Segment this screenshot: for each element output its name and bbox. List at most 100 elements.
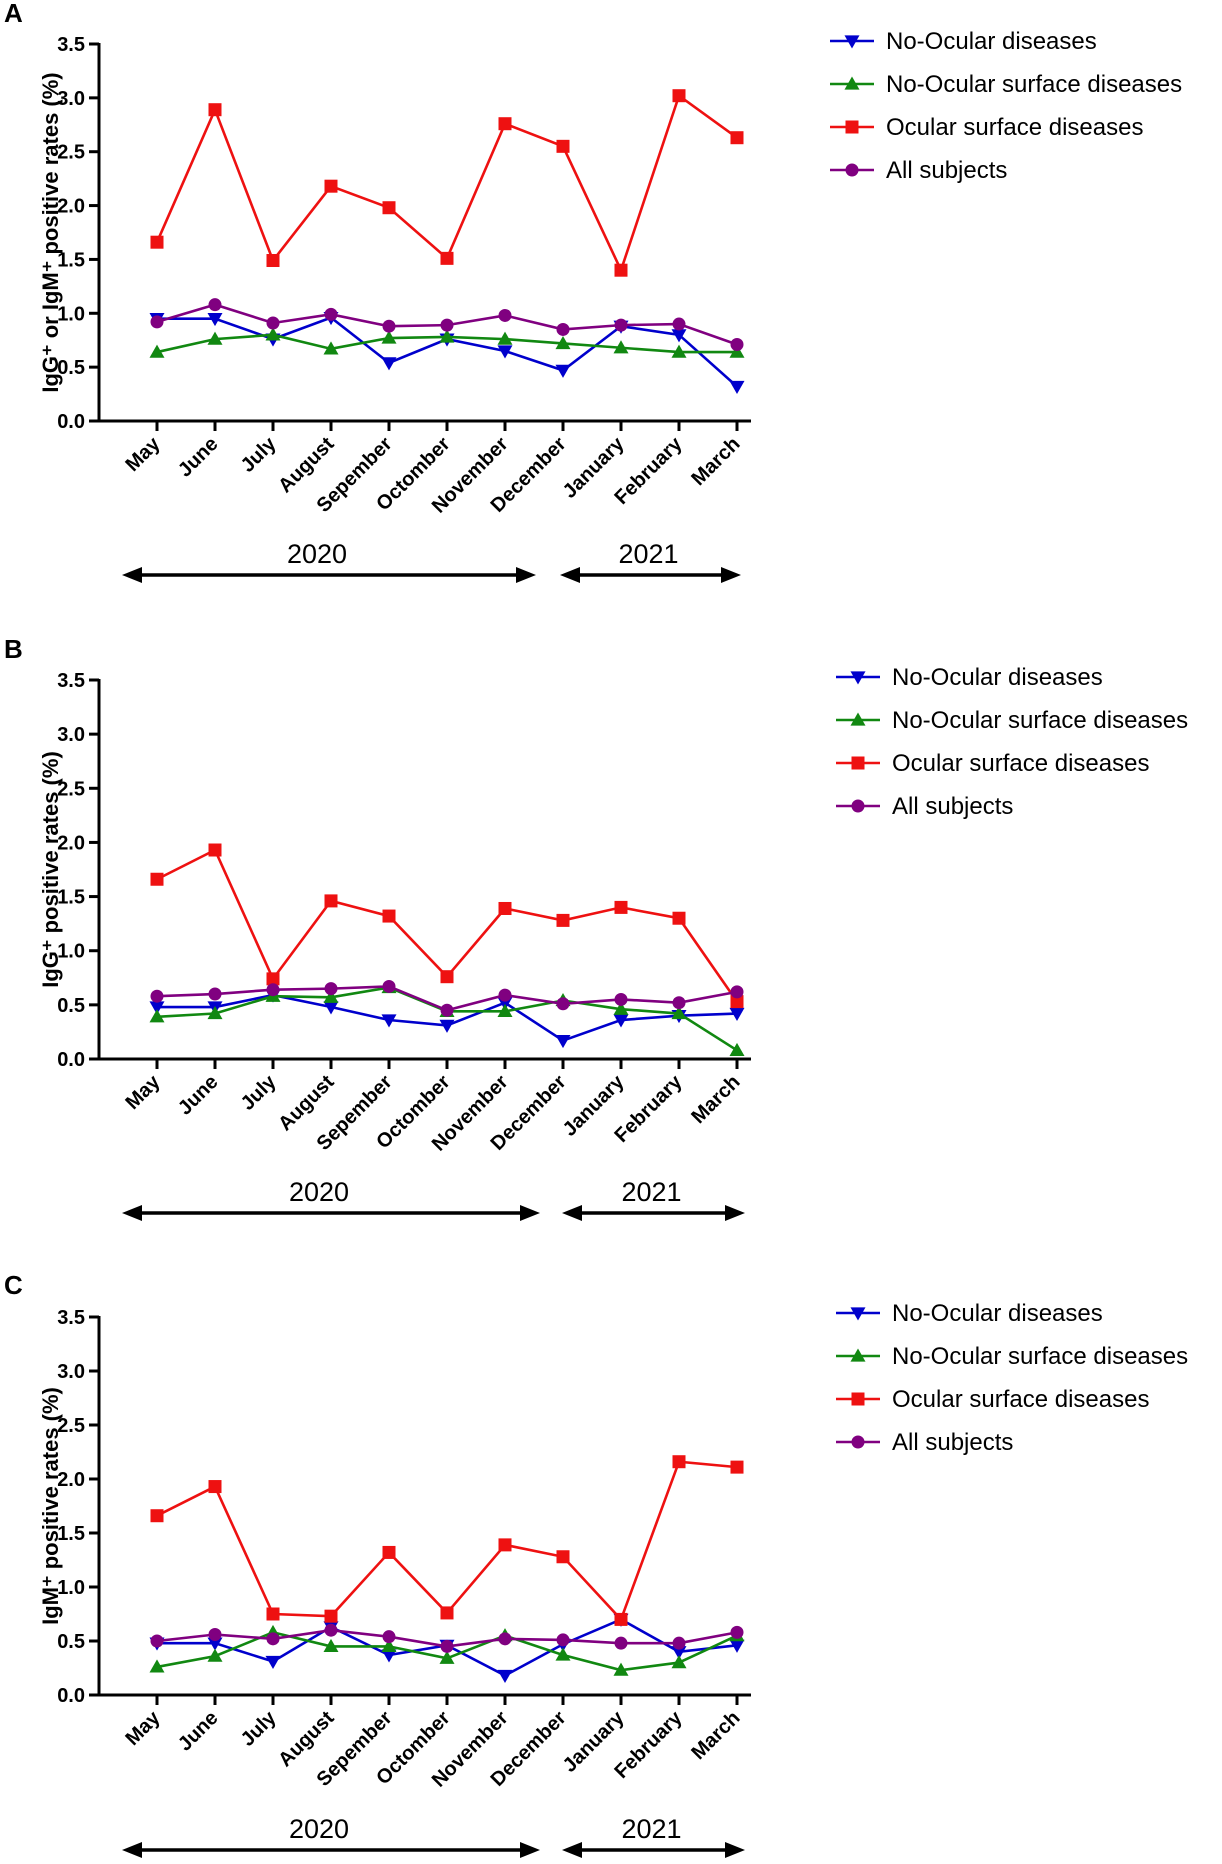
data-point-ocular-surface-diseases-sepember	[382, 1545, 396, 1559]
data-point-ocular-surface-diseases-july	[266, 1607, 280, 1621]
data-point-no-ocular-surface-diseases-december	[555, 1647, 571, 1661]
data-point-ocular-surface-diseases-december	[556, 913, 570, 927]
panel-letter: A	[4, 0, 23, 28]
data-point-no-ocular-diseases-may	[149, 1001, 165, 1015]
data-point-all-subjects-august	[324, 307, 338, 321]
series-all-subjects	[150, 1623, 744, 1653]
legend-label: All subjects	[892, 793, 1013, 820]
y-tick-label: 3.0	[57, 88, 85, 110]
data-point-no-ocular-surface-diseases-november	[497, 331, 513, 345]
data-point-all-subjects-august	[324, 1623, 338, 1637]
data-point-no-ocular-diseases-sepember	[381, 1014, 397, 1028]
data-point-all-subjects-august	[324, 982, 338, 996]
y-tick-label: 2.5	[57, 778, 85, 800]
data-point-no-ocular-surface-diseases-august	[323, 1638, 339, 1653]
data-point-ocular-surface-diseases-may	[150, 872, 164, 886]
legend-marker-all-subjects	[851, 1435, 865, 1449]
year-arrow-head-right	[721, 567, 741, 583]
data-point-no-ocular-surface-diseases-octomber	[439, 1650, 455, 1664]
y-tick-label: 0.5	[57, 357, 85, 379]
y-tick-label: 2.5	[57, 142, 85, 164]
year-label-2020: 2020	[289, 1177, 349, 1207]
legend-label: No-Ocular surface diseases	[886, 71, 1182, 98]
x-tick-label-may: May	[121, 432, 165, 476]
year-arrow-2021	[562, 1205, 745, 1221]
data-point-all-subjects-november	[498, 1632, 512, 1646]
year-arrow-2020	[122, 567, 536, 583]
x-tick-label-june: June	[174, 433, 223, 482]
series-no-ocular-diseases	[149, 989, 745, 1049]
data-point-no-ocular-surface-diseases-may	[149, 344, 165, 358]
y-tick-label: 1.5	[57, 1523, 85, 1545]
data-point-all-subjects-july	[266, 316, 280, 330]
data-point-no-ocular-surface-diseases-august	[323, 341, 339, 355]
x-tick-label-march: March	[687, 1707, 744, 1764]
data-point-no-ocular-surface-diseases-may	[149, 1659, 165, 1673]
data-point-no-ocular-diseases-march	[729, 380, 745, 395]
x-tick-label-may: May	[121, 1070, 165, 1114]
data-point-ocular-surface-diseases-december	[556, 1550, 570, 1564]
year-label-2020: 2020	[289, 1814, 349, 1844]
year-arrow-2021	[562, 1842, 745, 1858]
data-point-all-subjects-june	[208, 298, 222, 312]
y-tick-label: 0.5	[57, 995, 85, 1017]
legend-marker-all-subjects	[851, 799, 865, 813]
data-point-ocular-surface-diseases-june	[208, 843, 222, 857]
y-tick-label: 3.0	[57, 1361, 85, 1383]
y-axis-title: IgG⁺ or IgM⁺ positive rates (%)	[38, 72, 63, 392]
legend-marker-no-ocular-diseases	[850, 671, 866, 685]
data-point-no-ocular-diseases-december	[555, 364, 571, 378]
data-point-no-ocular-surface-diseases-january	[613, 1001, 629, 1015]
data-point-no-ocular-surface-diseases-july	[265, 327, 281, 341]
data-point-no-ocular-diseases-february	[671, 1646, 687, 1660]
y-tick-label: 0.0	[57, 1685, 85, 1707]
year-arrow-2021	[560, 567, 741, 583]
data-point-ocular-surface-diseases-june	[208, 1480, 222, 1494]
data-point-all-subjects-march	[730, 985, 744, 999]
data-point-ocular-surface-diseases-march	[730, 1460, 744, 1474]
data-point-no-ocular-surface-diseases-november	[497, 1003, 513, 1017]
x-tick-label-march: March	[687, 433, 744, 490]
y-tick-label: 0.0	[57, 1049, 85, 1071]
data-point-no-ocular-surface-diseases-february	[671, 1006, 687, 1020]
x-tick-label-july: July	[237, 432, 281, 476]
legend-marker-ocular-surface-diseases	[851, 756, 865, 770]
x-tick-label-july: July	[237, 1706, 281, 1750]
data-point-ocular-surface-diseases-octomber	[440, 1606, 454, 1620]
data-point-no-ocular-diseases-sepember	[381, 1649, 397, 1663]
legend-item-ocular-surface-diseases: Ocular surface diseases	[836, 750, 1149, 777]
year-arrow-head-left	[122, 1205, 142, 1221]
data-point-ocular-surface-diseases-february	[672, 911, 686, 925]
legend-label: No-Ocular diseases	[886, 28, 1097, 55]
year-arrow-2020	[122, 1205, 540, 1221]
data-point-no-ocular-surface-diseases-february	[671, 344, 687, 358]
legend: No-Ocular diseases No-Ocular surface dise…	[836, 664, 1188, 820]
panel-letter: B	[4, 634, 23, 664]
panel-letter: C	[4, 1270, 23, 1300]
data-point-all-subjects-december	[556, 1633, 570, 1647]
data-point-ocular-surface-diseases-march	[730, 995, 744, 1009]
legend-label: Ocular surface diseases	[892, 1386, 1149, 1413]
data-point-no-ocular-surface-diseases-december	[555, 335, 571, 350]
data-point-ocular-surface-diseases-sepember	[382, 909, 396, 923]
legend-label: Ocular surface diseases	[892, 750, 1149, 777]
data-point-all-subjects-july	[266, 983, 280, 997]
y-tick-label: 0.5	[57, 1631, 85, 1653]
data-point-ocular-surface-diseases-may	[150, 235, 164, 249]
y-tick-label: 1.5	[57, 887, 85, 909]
data-point-all-subjects-sepember	[382, 979, 396, 993]
y-tick-label: 3.5	[57, 34, 85, 56]
data-point-all-subjects-june	[208, 1628, 222, 1642]
legend-marker-no-ocular-diseases	[850, 1307, 866, 1321]
legend: No-Ocular diseases No-Ocular surface dise…	[836, 1300, 1188, 1456]
data-point-all-subjects-november	[498, 308, 512, 322]
year-arrow-head-right	[725, 1205, 745, 1221]
x-tick-label-july: July	[237, 1070, 281, 1114]
y-tick-label: 3.5	[57, 1307, 85, 1329]
series-ocular-surface-diseases	[150, 1455, 744, 1626]
data-point-no-ocular-surface-diseases-march	[729, 1042, 745, 1056]
data-point-no-ocular-diseases-august	[323, 1001, 339, 1015]
